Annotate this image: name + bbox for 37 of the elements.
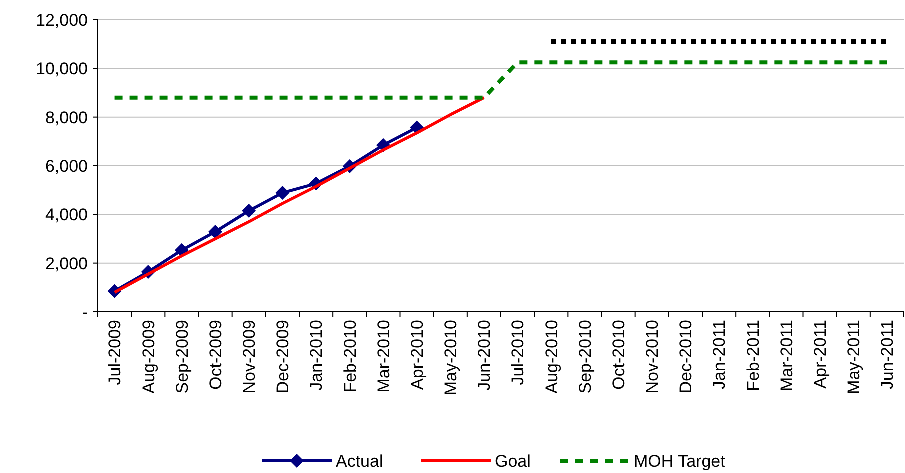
x-tick-label: Jul-2010 (508, 320, 528, 386)
x-tick-label: Dec-2009 (274, 320, 293, 394)
y-tick-label: 12,000 (36, 10, 88, 30)
x-tick-label: Nov-2009 (240, 320, 260, 394)
y-tick-label: 6,000 (45, 156, 88, 176)
x-tick-label: Feb-2011 (744, 320, 763, 392)
x-tick-label: Apr-2011 (810, 320, 830, 389)
x-tick-label: Feb-2010 (340, 320, 360, 393)
x-tick-label: Jun-2010 (475, 320, 494, 391)
point (242, 204, 256, 218)
point (208, 224, 223, 239)
legend-label: MOH Target (634, 452, 726, 471)
y-tick-label: 10,000 (36, 60, 88, 79)
x-tick-label: Mar-2011 (777, 320, 796, 392)
x-tick-label: Aug-2009 (139, 320, 158, 394)
x-tick-label: Oct-2009 (206, 320, 226, 390)
x-tick-label: May-2011 (844, 320, 864, 394)
x-tick-label: Nov-2010 (643, 320, 662, 394)
x-tick-label: Dec-2010 (676, 320, 696, 394)
legend-label: Goal (495, 452, 531, 471)
y-tick-label: - (82, 302, 88, 322)
x-tick-label: Sep-2009 (172, 320, 192, 394)
x-tick-label: Jun-2011 (878, 320, 898, 390)
x-tick-label: Jan-2011 (710, 320, 730, 390)
x-tick-label: May-2010 (442, 320, 461, 396)
x-tick-label: Jan-2010 (307, 320, 326, 391)
x-tick-label: Sep-2010 (576, 320, 595, 394)
x-tick-label: Apr-2010 (408, 320, 427, 390)
x-tick-label: Oct-2010 (609, 320, 628, 390)
x-tick-label: Aug-2010 (542, 320, 562, 394)
x-tick-label: Jul-2009 (106, 320, 125, 386)
legend-label: Actual (336, 452, 384, 471)
y-tick-label: 4,000 (45, 206, 88, 225)
y-tick-label: 8,000 (45, 108, 88, 128)
x-tick-label: Mar-2010 (374, 320, 394, 393)
y-tick-label: 2,000 (45, 254, 88, 274)
point (276, 186, 290, 200)
